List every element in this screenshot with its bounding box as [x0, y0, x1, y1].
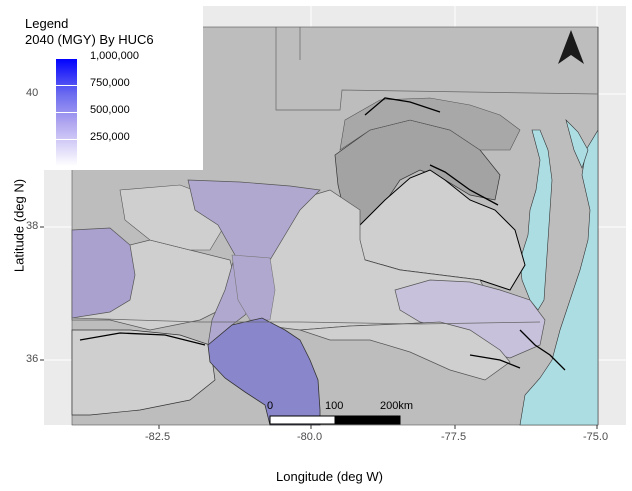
state-borders	[71, 27, 599, 325]
legend-title: Legend 2040 (MGY) By HUC6	[25, 16, 154, 48]
y-tick-label: 38	[26, 220, 39, 232]
legend-tick	[56, 112, 77, 113]
x-axis-title: Longitude (deg W)	[276, 469, 383, 484]
legend-tick	[56, 58, 77, 59]
scale-label-100: 100	[325, 400, 344, 412]
basin-boundaries	[79, 97, 566, 371]
legend-label: 1,000,000	[90, 50, 139, 62]
x-tick-label: -77.5	[441, 431, 467, 443]
y-tick-label: 36	[26, 353, 39, 365]
legend-label: 250,000	[90, 131, 130, 143]
basin-southwest	[71, 329, 216, 416]
x-tick-label: -80.0	[297, 431, 323, 443]
scale-label-200: 200km	[380, 400, 414, 412]
legend-tick	[56, 85, 77, 86]
x-tick-label: -75.0	[583, 431, 609, 443]
legend: Legend 2040 (MGY) By HUC6 1,000,000 750,…	[0, 6, 203, 170]
legend-label: 750,000	[90, 77, 130, 89]
legend-title-line2: 2040 (MGY) By HUC6	[25, 32, 154, 47]
y-tick-label: 40	[26, 87, 39, 99]
delaware-bay	[565, 118, 589, 169]
legend-tick	[56, 139, 77, 140]
x-tick-label: -82.5	[145, 431, 171, 443]
north-arrow-icon	[558, 30, 584, 64]
y-axis-title: Latitude (deg N)	[11, 178, 27, 273]
basin-susquehanna	[339, 97, 521, 151]
legend-label: 500,000	[90, 104, 130, 116]
chesapeake-bay	[519, 129, 553, 311]
basin-kanawha-lower	[231, 254, 276, 321]
scale-label-0: 0	[267, 400, 274, 412]
basin-chowan-lavender	[394, 279, 546, 359]
legend-title-line1: Legend	[25, 16, 69, 31]
basin-big-sandy	[71, 227, 136, 319]
scale-bar	[269, 415, 401, 425]
